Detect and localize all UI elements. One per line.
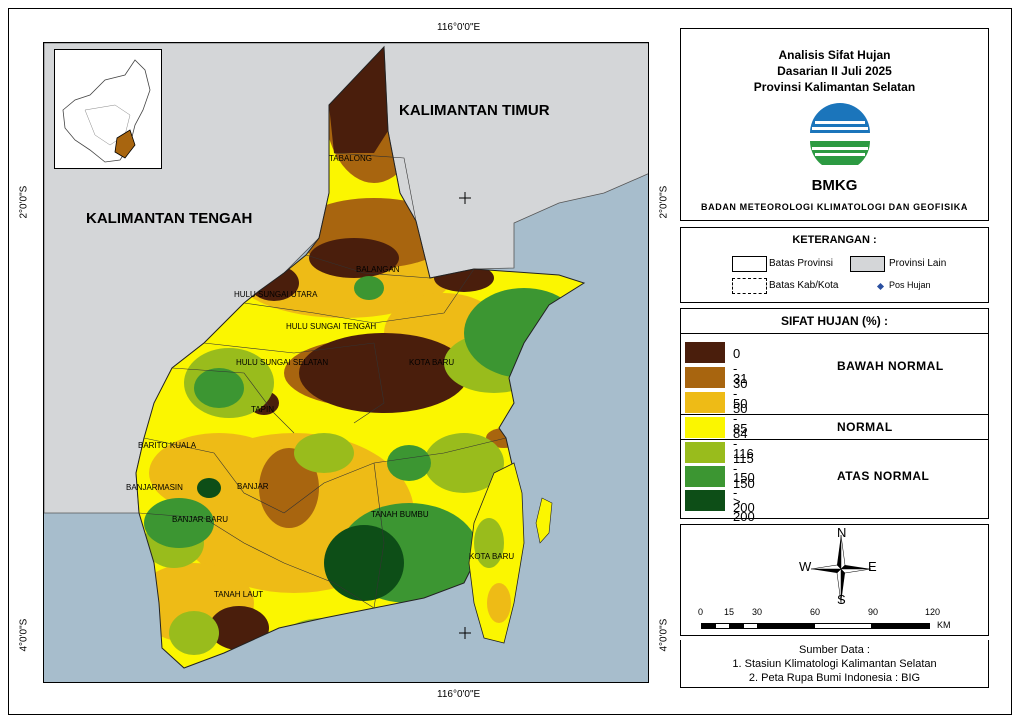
batas-kab-swatch — [732, 278, 767, 294]
label-hst: HULU SUNGAI TENGAH — [286, 322, 376, 331]
label-banjar-baru: BANJAR BARU — [172, 515, 228, 524]
legend-swatch — [685, 392, 725, 413]
bottom-longitude-label: 116°0'0"E — [437, 689, 481, 700]
scale-tick-90: 90 — [868, 607, 879, 617]
scale-tick-60: 60 — [810, 607, 821, 617]
sifat-divider-2 — [681, 439, 988, 440]
label-barito-kuala: BARITO KUALA — [138, 441, 197, 450]
sifat-divider-top — [681, 333, 988, 334]
label-banjar: BANJAR — [237, 482, 269, 491]
top-longitude-label: 116°0'0"E — [437, 22, 481, 33]
sumber-line-1: 1. Stasiun Klimatologi Kalimantan Selata… — [732, 658, 937, 670]
inset-locator-svg — [62, 59, 151, 163]
batas-provinsi-swatch — [732, 256, 767, 272]
provinsi-lain-label: Provinsi Lain — [889, 258, 947, 269]
legend-range-label: 31 - 50 — [733, 371, 748, 416]
keterangan-heading: KETERANGAN : — [792, 234, 877, 246]
keterangan-panel: KETERANGAN : Batas Provinsi Provinsi Lai… — [680, 227, 989, 303]
sifat-divider-1 — [681, 414, 988, 415]
label-tanah-laut: TANAH LAUT — [214, 590, 263, 599]
compass-e: E — [868, 559, 877, 574]
legend-swatch — [685, 466, 725, 487]
sumber-heading: Sumber Data : — [799, 644, 870, 656]
scale-unit: KM — [937, 620, 951, 630]
label-tabalong: TABALONG — [329, 154, 372, 163]
label-banjarmasin: BANJARMASIN — [126, 483, 183, 492]
sumber-line-2: 2. Peta Rupa Bumi Indonesia : BIG — [748, 672, 921, 684]
sifat-heading: SIFAT HUJAN (%) : — [780, 314, 889, 328]
island-orange-area — [487, 583, 511, 623]
left-latitude-top: 2°0'0"S — [18, 185, 30, 219]
rainfall-map: KALIMANTAN TIMUR KALIMANTAN TENGAH TABAL… — [43, 42, 649, 683]
pos-hujan-icon — [876, 282, 885, 291]
title-panel: Analisis Sifat Hujan Dasarian II Juli 20… — [680, 28, 989, 221]
scale-tick-15: 15 — [724, 607, 735, 617]
compass-scale-panel: N S E W 0 15 30 60 90 120 KM — [680, 524, 989, 636]
legend-range-label: 150 - 200 — [733, 470, 755, 515]
legend-swatch — [685, 417, 725, 438]
right-latitude-bottom: 4°0'0"S — [658, 618, 670, 652]
legend-swatch — [685, 342, 725, 363]
compass-s: S — [837, 592, 846, 607]
pos-hujan-label: Pos Hujan — [889, 280, 931, 290]
compass-n: N — [837, 525, 847, 540]
legend-swatch — [685, 367, 725, 388]
legend-range-label: > 200 — [733, 494, 755, 524]
batas-provinsi-label: Batas Provinsi — [769, 258, 833, 269]
category-bawah-normal: BAWAH NORMAL — [837, 359, 944, 373]
title-line-2: Dasarian II Juli 2025 — [777, 64, 892, 78]
scale-tick-120: 120 — [925, 607, 941, 617]
left-latitude-bottom: 4°0'0"S — [18, 618, 30, 652]
title-line-1: Analisis Sifat Hujan — [778, 48, 891, 62]
scale-segment — [871, 623, 930, 629]
label-kalteng: KALIMANTAN TENGAH — [86, 210, 252, 227]
legend-range-label: 50 - 84 — [733, 396, 748, 441]
inset-locator-map — [54, 49, 162, 169]
scale-bar: 0 15 30 60 90 120 KM — [681, 607, 990, 635]
label-balangan: BALANGAN — [356, 265, 400, 274]
bmkg-logo-text: BMKG — [811, 177, 858, 194]
island-green-area — [474, 518, 504, 568]
right-latitude-top: 2°0'0"S — [658, 185, 670, 219]
legend-swatch — [685, 490, 725, 511]
agency-name: BADAN METEOROLOGI KLIMATOLOGI DAN GEOFIS… — [701, 202, 968, 212]
legend-swatch — [685, 442, 725, 463]
title-line-3: Provinsi Kalimantan Selatan — [753, 80, 916, 94]
kabupaten-boundaries — [138, 152, 507, 609]
legend-range-label: 0 - 30 — [733, 346, 748, 391]
inset-highlight-region — [114, 129, 136, 159]
scale-tick-0: 0 — [698, 607, 704, 617]
label-tapin: TAPIN — [251, 405, 274, 414]
label-kotabaru-south: KOTA BARU — [469, 552, 514, 561]
graticule-crosses — [459, 192, 471, 639]
sifat-hujan-panel: SIFAT HUJAN (%) : 0 - 30 31 - 50 50 - 84 85… — [680, 308, 989, 524]
sumber-data-panel: Sumber Data : 1. Stasiun Klimatologi Kal… — [680, 640, 989, 688]
legend-range-label: 116 - 150 — [733, 446, 755, 491]
scale-segment — [757, 623, 816, 629]
category-normal: NORMAL — [837, 420, 893, 434]
north-arrow-icon — [810, 534, 872, 604]
label-kotabaru-north: KOTA BARU — [409, 358, 454, 367]
scale-segment — [814, 623, 873, 629]
label-tanah-bumbu: TANAH BUMBU — [371, 510, 429, 519]
label-hsu: HULU SUNGAI UTARA — [234, 290, 318, 299]
category-atas-normal: ATAS NORMAL — [837, 469, 930, 483]
small-island — [535, 497, 553, 544]
map-sheet-frame — [8, 8, 1012, 715]
compass-w: W — [799, 559, 812, 574]
rainfall-map-svg: KALIMANTAN TIMUR KALIMANTAN TENGAH TABAL… — [44, 43, 648, 682]
scale-tick-30: 30 — [752, 607, 763, 617]
legend-range-label: 85 - 115 — [733, 421, 754, 466]
bmkg-logo-icon — [806, 103, 874, 165]
label-hss: HULU SUNGAI SELATAN — [236, 358, 328, 367]
label-kaltim: KALIMANTAN TIMUR — [399, 102, 550, 119]
batas-kab-label: Batas Kab/Kota — [769, 280, 839, 291]
provinsi-lain-swatch — [850, 256, 885, 272]
